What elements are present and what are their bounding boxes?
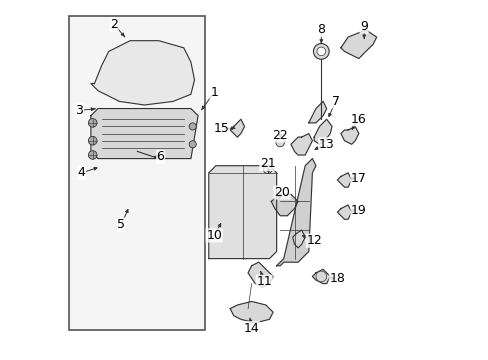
Text: 5: 5 xyxy=(117,218,125,231)
Polygon shape xyxy=(313,119,331,144)
Circle shape xyxy=(189,123,196,130)
Text: 18: 18 xyxy=(329,272,345,285)
Text: 21: 21 xyxy=(259,157,275,170)
Text: 22: 22 xyxy=(272,129,287,142)
Polygon shape xyxy=(230,301,272,323)
Text: 20: 20 xyxy=(273,186,289,199)
Polygon shape xyxy=(308,102,326,123)
Polygon shape xyxy=(208,166,276,258)
Polygon shape xyxy=(247,262,272,287)
Text: 10: 10 xyxy=(206,229,222,242)
Polygon shape xyxy=(292,230,305,248)
Circle shape xyxy=(263,165,271,174)
Polygon shape xyxy=(276,158,315,266)
Polygon shape xyxy=(91,109,198,158)
Circle shape xyxy=(313,44,328,59)
Circle shape xyxy=(189,141,196,148)
Text: 1: 1 xyxy=(210,86,218,99)
Circle shape xyxy=(315,271,326,282)
Text: 2: 2 xyxy=(110,18,118,31)
Polygon shape xyxy=(290,134,312,155)
Text: 12: 12 xyxy=(305,234,322,247)
Circle shape xyxy=(275,138,284,147)
Circle shape xyxy=(316,47,325,56)
Text: 14: 14 xyxy=(244,322,259,335)
Polygon shape xyxy=(340,126,358,144)
Text: 17: 17 xyxy=(350,172,366,185)
Bar xyxy=(69,16,205,330)
Polygon shape xyxy=(337,173,351,187)
Polygon shape xyxy=(271,194,298,216)
Text: 19: 19 xyxy=(350,204,366,217)
Polygon shape xyxy=(91,41,194,105)
Polygon shape xyxy=(312,269,329,284)
Circle shape xyxy=(88,151,97,159)
Polygon shape xyxy=(340,30,376,59)
Text: 11: 11 xyxy=(256,275,271,288)
Polygon shape xyxy=(230,119,244,137)
Text: 15: 15 xyxy=(213,122,229,135)
Text: 13: 13 xyxy=(318,138,334,151)
Text: 8: 8 xyxy=(317,23,325,36)
Text: 6: 6 xyxy=(156,150,164,163)
Text: 7: 7 xyxy=(331,95,339,108)
Text: 4: 4 xyxy=(78,166,85,179)
Polygon shape xyxy=(337,205,351,219)
Text: 9: 9 xyxy=(360,20,367,33)
Text: 16: 16 xyxy=(350,113,366,126)
Circle shape xyxy=(88,136,97,145)
Text: 3: 3 xyxy=(75,104,83,117)
Circle shape xyxy=(88,118,97,127)
